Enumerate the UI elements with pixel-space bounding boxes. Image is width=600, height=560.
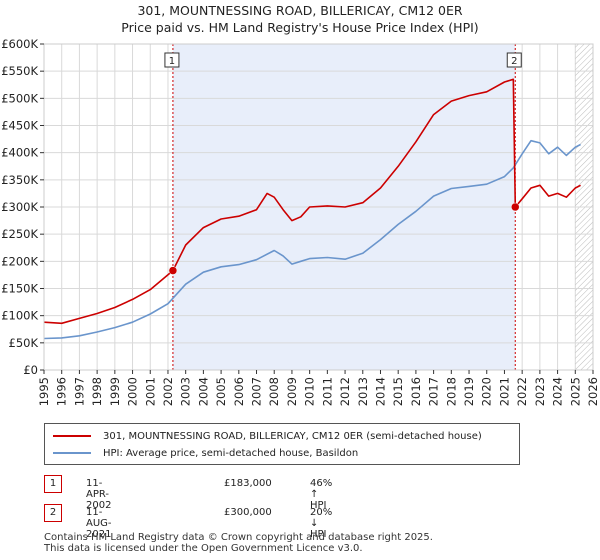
x-tick-label: 2022 — [515, 377, 529, 406]
x-tick-label: 2024 — [551, 377, 565, 406]
chart-title-line2: Price paid vs. HM Land Registry's House … — [121, 20, 479, 35]
x-tick-label: 2014 — [373, 377, 387, 406]
transaction-point — [511, 202, 520, 212]
y-tick-label: £200K — [1, 254, 38, 268]
y-tick-label: £600K — [1, 37, 38, 51]
x-tick-label: 2025 — [568, 377, 582, 406]
x-tick-label: 2018 — [444, 377, 458, 406]
transaction-price: £300,000 — [224, 507, 272, 518]
legend-label-property: 301, MOUNTNESSING ROAD, BILLERICAY, CM12… — [103, 430, 482, 442]
legend-item-property: 301, MOUNTNESSING ROAD, BILLERICAY, CM12… — [53, 428, 482, 444]
x-tick-label: 2008 — [267, 377, 281, 406]
x-tick-label: 2006 — [232, 377, 246, 406]
x-tick-label: 2010 — [303, 377, 317, 406]
x-tick-label: 2001 — [143, 377, 157, 406]
y-tick-label: £50K — [9, 336, 39, 350]
transaction-date: 11-AUG-2021 — [86, 507, 112, 540]
transaction-price: £183,000 — [224, 478, 272, 489]
legend-item-hpi: HPI: Average price, semi-detached house,… — [53, 445, 358, 461]
x-tick-label: 2005 — [214, 377, 228, 406]
x-tick-label: 2011 — [320, 377, 334, 406]
transaction-number-label: 1 — [169, 56, 175, 67]
x-tick-label: 2019 — [462, 377, 476, 406]
transaction-date: 11-APR-2002 — [86, 478, 112, 511]
y-tick-label: £250K — [1, 227, 38, 241]
x-tick-label: 2015 — [391, 377, 405, 406]
x-tick-label: 1996 — [55, 377, 69, 406]
legend-swatch-hpi — [53, 452, 91, 454]
transaction-hpi-change: 20% ↓ HPI — [310, 507, 333, 540]
x-tick-label: 2000 — [126, 377, 140, 406]
x-tick-label: 1995 — [37, 377, 51, 406]
x-tick-label: 2007 — [250, 377, 264, 406]
y-tick-label: £500K — [1, 91, 38, 105]
legend-label-hpi: HPI: Average price, semi-detached house,… — [103, 447, 359, 459]
y-tick-label: £100K — [1, 309, 38, 323]
x-tick-label: 2026 — [586, 377, 600, 406]
y-tick-label: £0 — [23, 363, 38, 377]
x-tick-label: 2020 — [480, 377, 494, 406]
x-tick-label: 2003 — [179, 377, 193, 406]
transaction-number-box — [164, 52, 180, 68]
x-tick-label: 2021 — [497, 377, 511, 406]
transaction-point — [168, 266, 178, 275]
transaction-number-label: 2 — [511, 56, 517, 67]
x-tick-label: 2016 — [409, 377, 423, 406]
transaction-number-box — [506, 52, 522, 68]
y-tick-label: £150K — [1, 282, 38, 296]
x-tick-label: 1997 — [72, 377, 86, 406]
x-tick-label: 1999 — [108, 377, 122, 406]
x-tick-label: 2012 — [338, 377, 352, 406]
x-tick-label: 2013 — [356, 377, 370, 406]
legend-swatch-property — [53, 435, 91, 437]
transaction-number: 1 — [44, 475, 62, 493]
hpi-line — [44, 139, 581, 340]
x-tick-label: 2004 — [196, 377, 210, 406]
transaction-hpi-change: 46% ↑ HPI — [310, 478, 333, 511]
footer-licence: This data is licensed under the Open Gov… — [44, 543, 363, 554]
footer-copyright: Contains HM Land Registry data © Crown c… — [44, 532, 433, 543]
x-tick-label: 1998 — [90, 377, 104, 406]
transaction-number: 2 — [44, 504, 62, 522]
chart-legend: 301, MOUNTNESSING ROAD, BILLERICAY, CM12… — [44, 423, 520, 465]
property-price-line — [44, 78, 581, 325]
x-tick-label: 2009 — [285, 377, 299, 406]
x-tick-label: 2023 — [533, 377, 547, 406]
price-chart: £0 £50K £100K £150K £200K £250K £300K £350K £400… — [1, 37, 600, 406]
y-tick-label: £450K — [1, 119, 38, 133]
x-tick-label: 2017 — [427, 377, 441, 406]
y-tick-label: £300K — [1, 200, 38, 214]
x-tick-label: 2002 — [161, 377, 175, 406]
y-tick-label: £400K — [1, 146, 38, 160]
y-tick-label: £550K — [1, 64, 38, 78]
chart-title-line1: 301, MOUNTNESSING ROAD, BILLERICAY, CM12… — [137, 3, 463, 18]
y-tick-label: £350K — [1, 173, 38, 187]
